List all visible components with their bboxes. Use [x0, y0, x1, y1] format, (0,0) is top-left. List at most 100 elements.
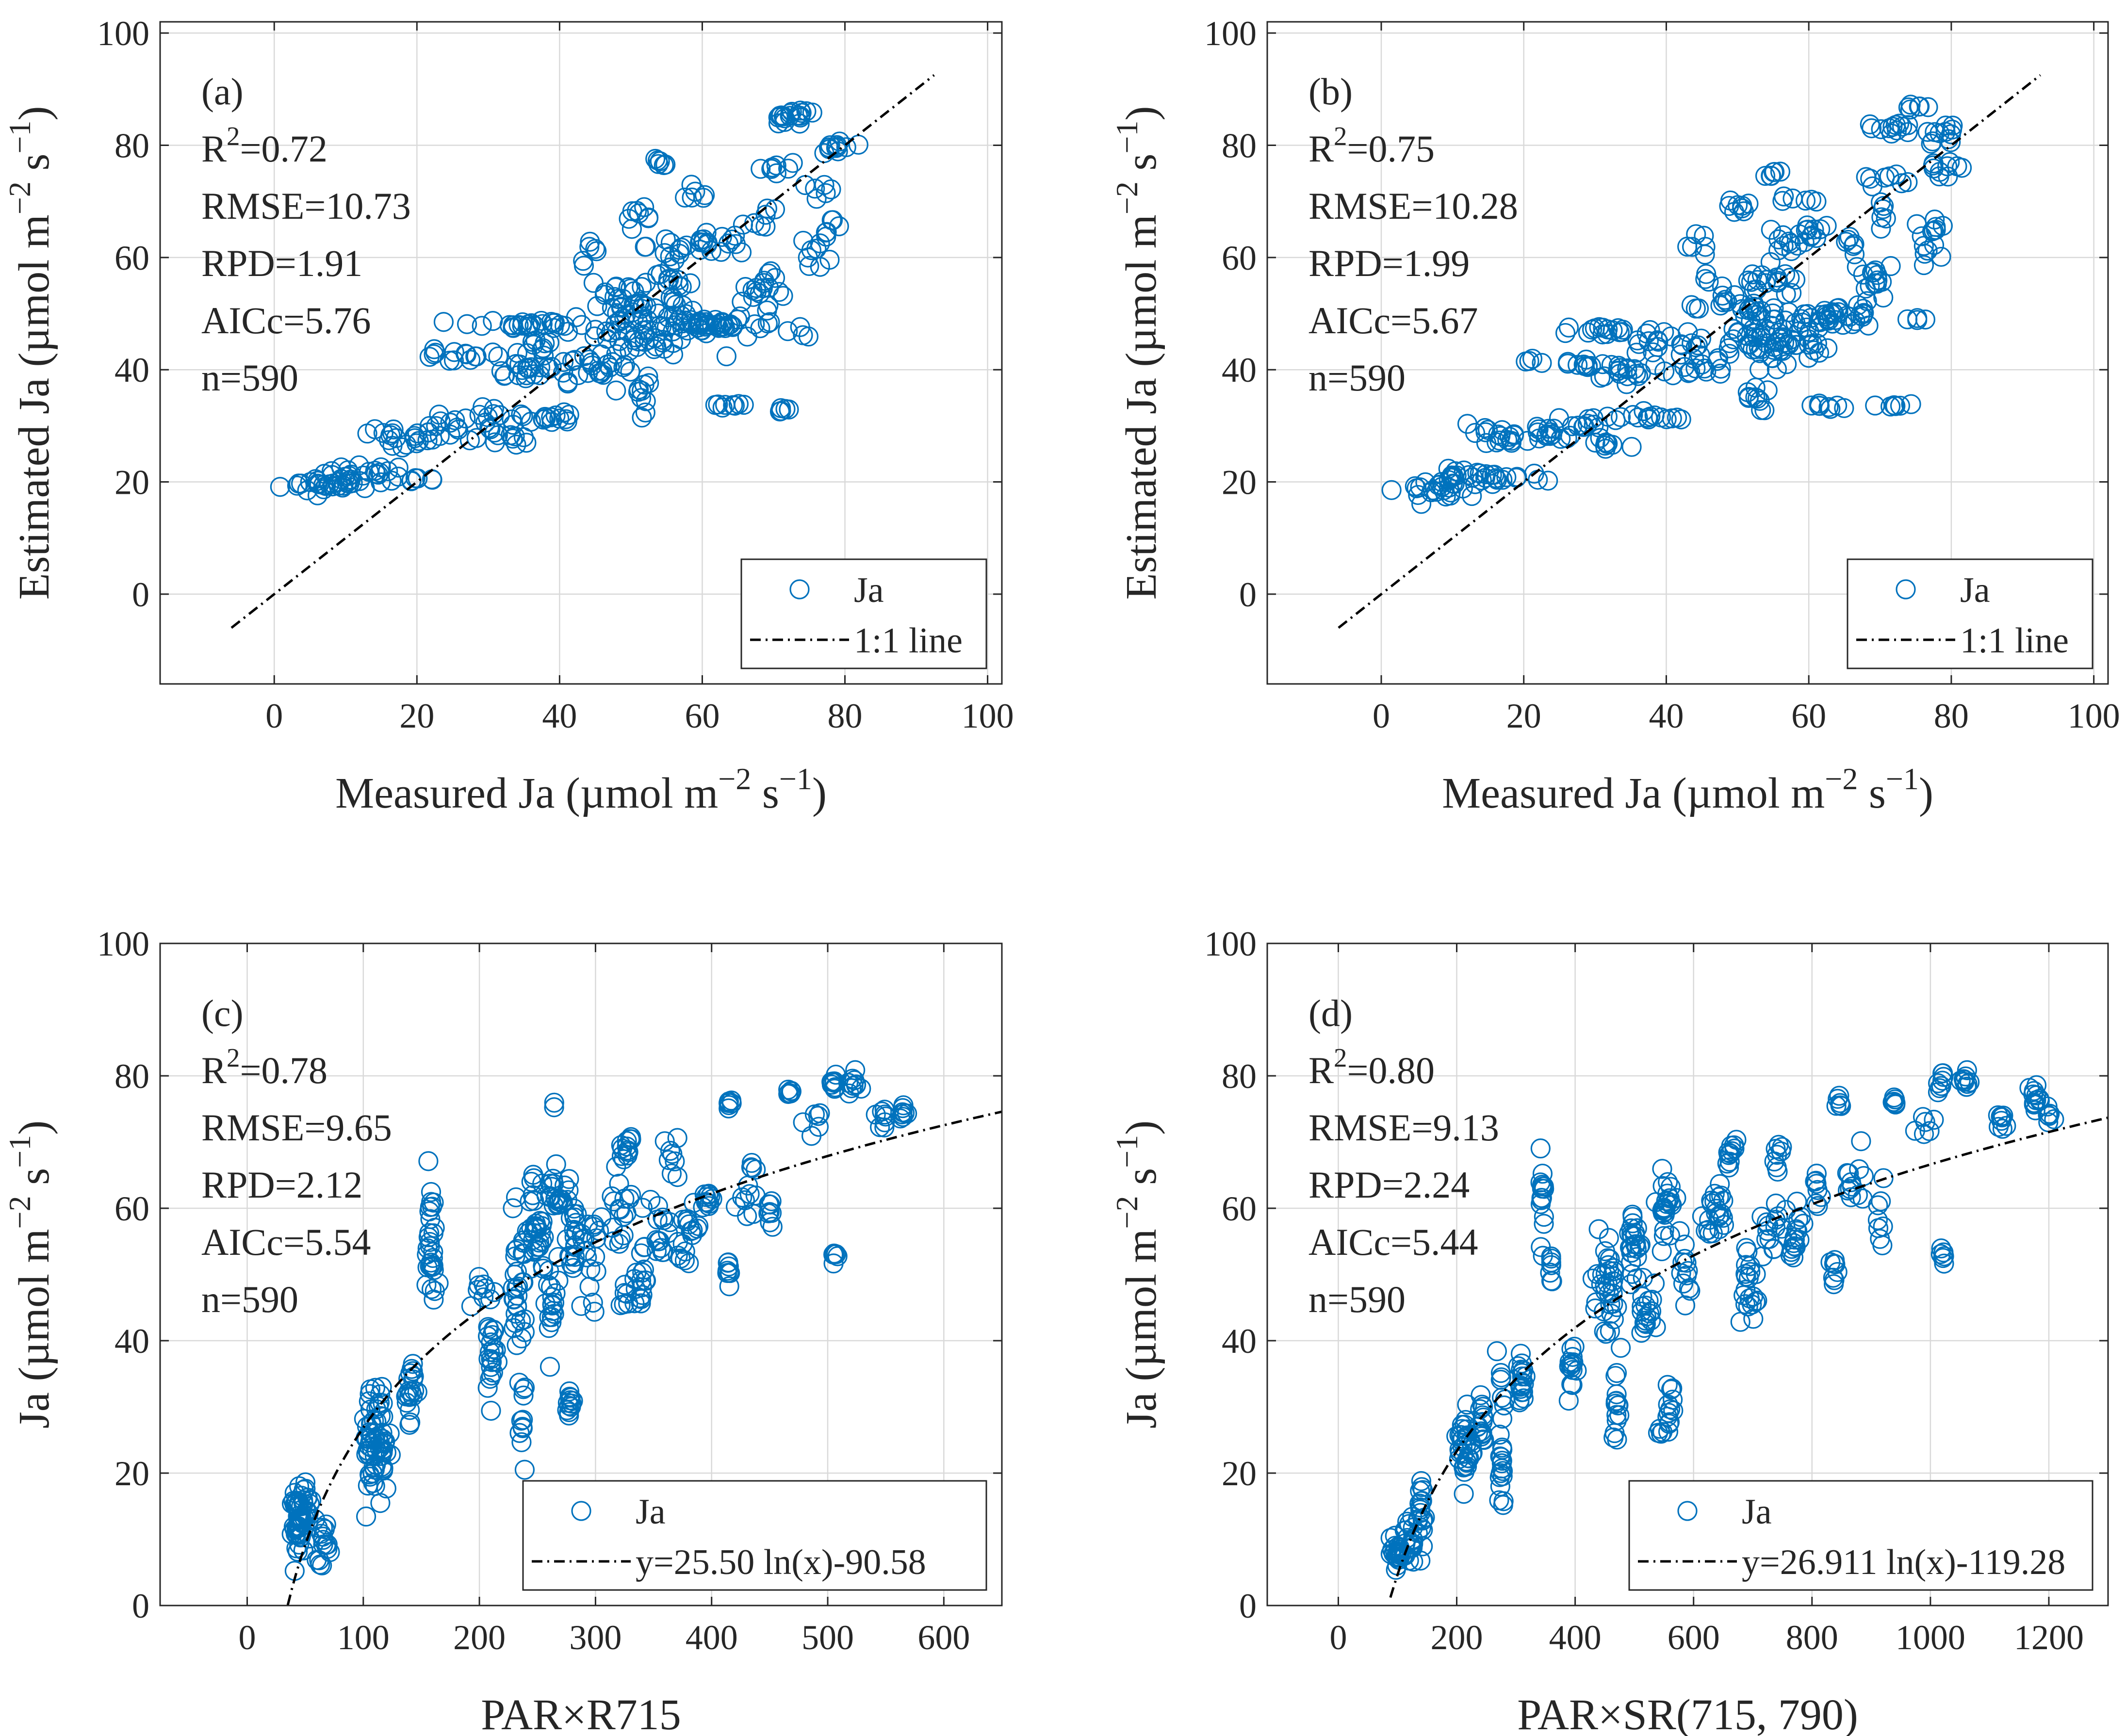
- data-point: [532, 314, 553, 334]
- data-point: [1562, 1353, 1583, 1374]
- data-point: [588, 360, 608, 381]
- data-point: [472, 316, 492, 336]
- data-point: [1654, 1220, 1674, 1240]
- panel-label: (a): [201, 70, 244, 113]
- data-point: [640, 1189, 661, 1210]
- data-point: [512, 1418, 533, 1439]
- data-point: [481, 1357, 501, 1377]
- data-point: [817, 222, 837, 242]
- data-point: [1743, 1286, 1764, 1307]
- data-point: [739, 1184, 760, 1204]
- data-point: [699, 1184, 719, 1204]
- data-point: [1851, 1131, 1871, 1152]
- data-point: [1897, 122, 1918, 143]
- data-point: [1636, 324, 1657, 344]
- data-point: [573, 251, 593, 271]
- data-point: [1802, 334, 1823, 354]
- data-point: [1709, 1205, 1730, 1226]
- y-axis-label-sup: −2: [1110, 1196, 1144, 1229]
- plot-frame: [159, 21, 1003, 685]
- data-point: [1692, 1206, 1712, 1227]
- x-axis-label-sup: −1: [1886, 762, 1919, 796]
- data-point: [533, 1256, 553, 1276]
- data-point: [592, 361, 613, 381]
- data-point: [1610, 1338, 1631, 1358]
- data-point: [1719, 343, 1740, 364]
- data-point: [456, 344, 477, 365]
- data-point: [355, 478, 375, 498]
- data-point: [1492, 470, 1513, 490]
- data-point: [1538, 471, 1558, 491]
- data-point: [782, 101, 802, 122]
- y-axis-label: Ja (µmol m−2 s−1): [1110, 1120, 1165, 1429]
- data-point: [1871, 218, 1891, 239]
- data-point: [517, 357, 537, 378]
- data-point: [539, 1318, 559, 1338]
- n-stat: n=590: [1308, 1278, 1406, 1320]
- data-point: [473, 397, 493, 418]
- data-point: [1806, 1193, 1826, 1214]
- data-point: [607, 320, 627, 341]
- data-point: [513, 1379, 534, 1399]
- data-point: [660, 1140, 681, 1161]
- y-axis-label-sup: −2: [1110, 181, 1144, 214]
- data-point: [1532, 1164, 1553, 1184]
- data-point: [1930, 1244, 1951, 1265]
- y-axis-label-mid: s: [10, 154, 58, 182]
- legend-box: [1847, 558, 2093, 669]
- y-axis-label: Ja (µmol m−2 s−1): [2, 1120, 58, 1429]
- x-tick-label: 0: [1329, 1618, 1347, 1657]
- data-point: [1625, 1234, 1645, 1254]
- legend-box: [1628, 1480, 2093, 1591]
- y-axis-label-end: ): [1117, 106, 1165, 121]
- data-point: [1770, 162, 1791, 182]
- data-point: [669, 240, 689, 260]
- data-point: [433, 312, 454, 332]
- data-point: [1558, 352, 1578, 372]
- data-point: [635, 237, 655, 257]
- data-point: [628, 382, 649, 402]
- data-point: [1933, 1242, 1954, 1263]
- data-point: [1492, 420, 1512, 440]
- y-tick-label: 80: [114, 126, 149, 165]
- data-point: [672, 1233, 693, 1254]
- data-point: [388, 467, 409, 487]
- data-point: [1764, 162, 1785, 182]
- data-point: [615, 1275, 635, 1295]
- data-point: [1747, 389, 1768, 409]
- data-point: [429, 405, 449, 425]
- data-point: [1928, 1073, 1948, 1093]
- data-point: [1991, 1106, 2011, 1127]
- data-point: [634, 1259, 654, 1280]
- data-point: [1849, 1159, 1869, 1180]
- data-point: [430, 411, 451, 432]
- plot-frame: [1266, 942, 2109, 1606]
- data-point: [1621, 1224, 1642, 1244]
- data-point: [610, 1295, 631, 1315]
- x-tick-label: 0: [1373, 697, 1390, 735]
- data-point: [293, 1540, 313, 1560]
- data-point: [504, 1289, 524, 1310]
- data-point: [1885, 1089, 1905, 1110]
- y-axis-label-end: ): [10, 106, 58, 121]
- data-point: [1558, 317, 1579, 338]
- data-point: [691, 320, 712, 341]
- legend-line-label: y=26.911 ln(x)-119.28: [1742, 1542, 2065, 1582]
- rmse-stat: RMSE=9.13: [1308, 1106, 1499, 1149]
- data-point: [1829, 1086, 1849, 1106]
- y-tick-label: 100: [97, 14, 149, 53]
- data-point: [696, 1187, 717, 1207]
- data-point: [717, 1263, 737, 1283]
- y-tick-label: 20: [114, 1454, 149, 1493]
- data-point: [1555, 323, 1576, 343]
- data-point: [290, 1527, 311, 1548]
- data-point: [1451, 1430, 1472, 1451]
- data-point: [675, 1241, 695, 1262]
- data-point: [511, 1411, 531, 1431]
- data-point: [549, 408, 570, 429]
- data-point: [822, 210, 843, 230]
- data-point: [1806, 1174, 1827, 1194]
- data-point: [421, 1279, 442, 1299]
- data-point: [719, 1091, 739, 1112]
- data-point: [405, 468, 425, 488]
